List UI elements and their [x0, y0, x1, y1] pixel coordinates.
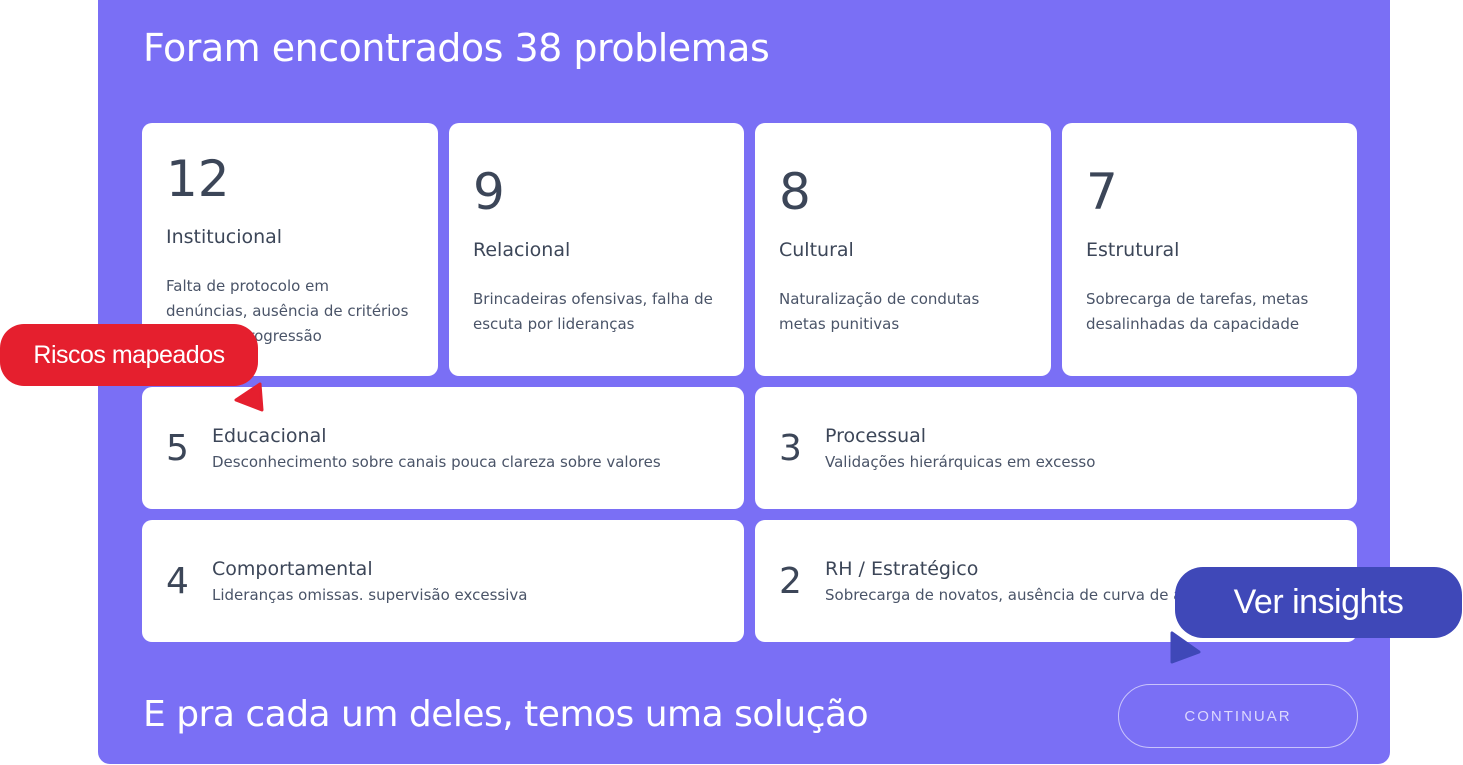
- card-relacional: 9 Relacional Brincadeiras ofensivas, fal…: [449, 123, 744, 376]
- risks-tooltip: Riscos mapeados: [0, 324, 258, 386]
- card-count: 12: [166, 150, 230, 208]
- card-desc: Falta de protocolo em denúncias, ausênci…: [166, 277, 409, 345]
- card-estrutural: 7 Estrutural Sobrecarga de tarefas, meta…: [1062, 123, 1357, 376]
- cursor-pointer-icon: [234, 382, 264, 412]
- card-name: Comportamental: [212, 558, 373, 580]
- footer-subtitle: E pra cada um deles, temos uma solução: [143, 694, 869, 735]
- card-name: RH / Estratégico: [825, 558, 979, 580]
- card-count: 7: [1086, 162, 1118, 221]
- card-count: 5: [166, 427, 189, 469]
- card-name: Estrutural: [1086, 238, 1180, 261]
- cursor-pointer-icon: [1170, 631, 1201, 664]
- card-desc: Sobrecarga de tarefas, metas desalinhada…: [1086, 289, 1309, 333]
- card-desc: Validações hierárquicas em excesso: [825, 453, 1096, 471]
- card-name: Processual: [825, 425, 927, 447]
- card-institucional: 12 Institucional Falta de protocolo em d…: [142, 123, 438, 376]
- card-desc: Naturalização de condutas metas punitiva…: [779, 289, 980, 333]
- card-comportamental: 4 Comportamental Lideranças omissas. sup…: [142, 520, 744, 642]
- card-count: 2: [779, 560, 802, 602]
- card-name: Relacional: [473, 238, 571, 261]
- insights-tooltip: Ver insights: [1175, 567, 1462, 638]
- card-name: Educacional: [212, 425, 327, 447]
- card-count: 3: [779, 427, 802, 469]
- card-desc: Desconhecimento sobre canais pouca clare…: [212, 453, 661, 471]
- card-cultural: 8 Cultural Naturalização de condutas met…: [755, 123, 1051, 376]
- card-count: 4: [166, 560, 189, 602]
- card-name: Cultural: [779, 238, 854, 261]
- card-processual: 3 Processual Validações hierárquicas em …: [755, 387, 1357, 509]
- card-count: 8: [779, 162, 811, 221]
- card-count: 9: [473, 162, 505, 221]
- card-name: Institucional: [166, 226, 283, 248]
- card-desc: Sobrecarga de novatos, ausência de curva…: [825, 586, 1266, 604]
- continue-button[interactable]: CONTINUAR: [1118, 684, 1358, 748]
- page-title: Foram encontrados 38 problemas: [143, 26, 770, 70]
- card-desc: Lideranças omissas. supervisão excessiva: [212, 586, 528, 604]
- card-educacional: 5 Educacional Desconhecimento sobre cana…: [142, 387, 744, 509]
- card-desc: Brincadeiras ofensivas, falha de escuta …: [473, 289, 713, 333]
